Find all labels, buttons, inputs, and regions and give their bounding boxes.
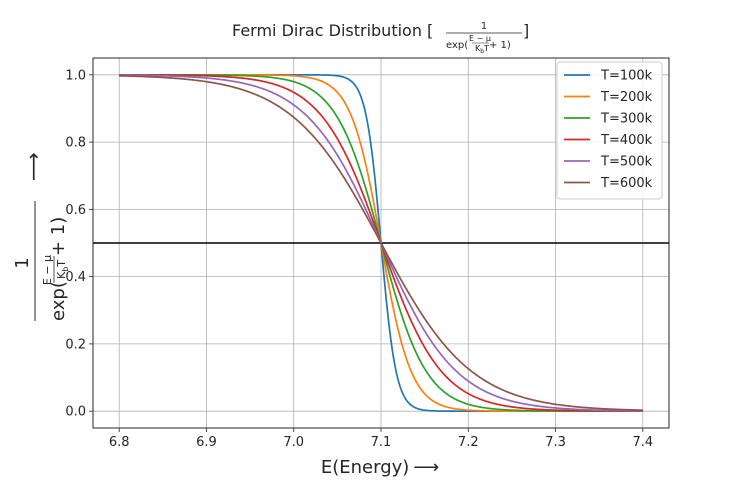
x-axis-ticks: 6.8 6.9 7.0 7.1 7.2 7.3 7.4 [109,428,653,450]
legend-label: T=500k [600,155,653,170]
legend-label: T=100k [600,69,653,84]
title-prefix: Fermi Dirac Distribution [ [232,21,433,40]
legend: T=100k T=200k T=300k T=400k T=500k T=600k [556,61,663,200]
x-tick-label: 7.2 [458,435,479,450]
x-tick-label: 7.3 [545,435,566,450]
title-suffix: ] [523,21,529,40]
x-axis-label-text: E(Energy) ⟶ [321,457,439,478]
series-lines [119,73,643,413]
y-tick-label: 0.8 [65,136,86,151]
y-label-mid-den: KbT [55,260,70,279]
x-tick-label: 6.9 [196,435,217,450]
chart-title: Fermi Dirac Distribution [ 1 exp( E − μ … [232,21,529,55]
x-tick-label: 6.8 [109,435,130,450]
legend-label: T=400k [600,133,653,148]
title-frac-numerator: 1 [481,21,487,32]
y-axis-ticks: 0.0 0.2 0.4 0.6 0.8 1.0 [65,68,93,420]
title-frac-denominator-pre: exp( [446,40,468,51]
x-tick-label: 7.4 [632,435,653,450]
title-frac-mid-num: E − μ [469,34,491,43]
y-axis-label: 1 exp( E − μ KbT + 1) ⟶ [12,152,70,321]
x-axis-label: E(Energy) ⟶ [321,457,439,478]
y-tick-label: 0.4 [65,270,86,285]
y-tick-label: 0.6 [65,203,86,218]
legend-label: T=200k [600,90,653,105]
y-label-denominator-pre: exp( [48,281,69,321]
x-tick-label: 7.0 [283,435,304,450]
y-tick-label: 0.2 [65,337,86,352]
legend-label: T=600k [600,176,653,191]
y-tick-label: 0.0 [65,405,86,420]
title-frac-denominator-post: + 1) [489,40,511,51]
y-label-arrow: ⟶ [21,152,45,181]
title-frac-mid-den: KbT [475,44,489,55]
y-label-mid-num: E − μ [41,255,54,285]
series-line-t-600k [119,74,643,412]
y-label-numerator: 1 [12,257,33,268]
x-tick-label: 7.1 [371,435,392,450]
legend-label: T=300k [600,112,653,127]
y-tick-label: 1.0 [65,68,86,83]
y-label-denominator-post: + 1) [48,217,69,256]
